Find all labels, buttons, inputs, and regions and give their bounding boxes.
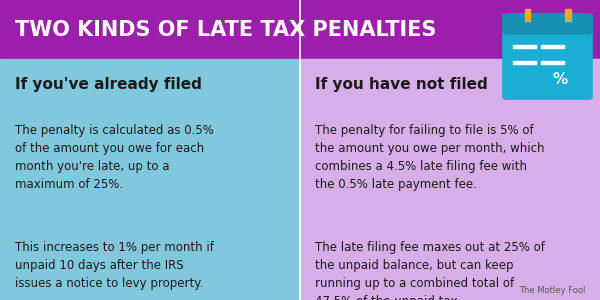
Bar: [300, 59, 600, 109]
Bar: [541, 61, 564, 64]
Text: The Motley Fool: The Motley Fool: [518, 286, 585, 295]
Bar: [514, 45, 536, 48]
Text: This increases to 1% per month if
unpaid 10 days after the IRS
issues a notice t: This increases to 1% per month if unpaid…: [15, 241, 214, 290]
Text: The penalty for failing to file is 5% of
the amount you owe per month, which
com: The penalty for failing to file is 5% of…: [315, 124, 545, 191]
Text: TWO KINDS OF LATE TAX PENALTIES: TWO KINDS OF LATE TAX PENALTIES: [15, 20, 436, 40]
Bar: [514, 61, 536, 64]
Bar: [507, 24, 588, 32]
Bar: [0, 0, 600, 59]
Bar: [541, 45, 564, 48]
Text: If you have not filed: If you have not filed: [315, 77, 488, 92]
Bar: [0, 109, 300, 300]
Bar: [565, 9, 571, 21]
Bar: [0, 59, 300, 109]
Bar: [300, 109, 600, 300]
Bar: [525, 9, 530, 21]
Text: The penalty is calculated as 0.5%
of the amount you owe for each
month you're la: The penalty is calculated as 0.5% of the…: [15, 124, 214, 191]
FancyBboxPatch shape: [502, 14, 593, 100]
Text: The late filing fee maxes out at 25% of
the unpaid balance, but can keep
running: The late filing fee maxes out at 25% of …: [315, 241, 545, 300]
Text: %: %: [552, 72, 567, 87]
FancyBboxPatch shape: [502, 14, 593, 34]
Text: If you've already filed: If you've already filed: [15, 77, 202, 92]
